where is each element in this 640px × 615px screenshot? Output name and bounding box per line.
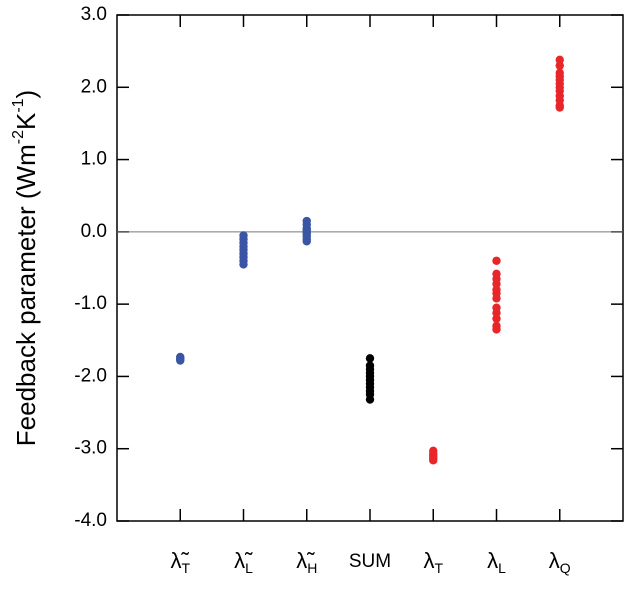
y-tick-label: 0.0	[81, 221, 107, 242]
dot	[176, 356, 185, 365]
dot	[492, 256, 501, 265]
x-tick-label: SUM	[349, 551, 391, 572]
x-label-symbol: λ	[423, 548, 434, 573]
x-label-symbol: λ	[487, 548, 498, 573]
y-label-sup: -2	[10, 130, 27, 144]
x-label-subscript: T	[434, 560, 443, 576]
dot	[492, 294, 501, 303]
x-label-symbol: SUM	[349, 551, 391, 572]
dot	[492, 325, 501, 334]
dot	[302, 237, 311, 246]
dot	[555, 55, 564, 65]
y-tick-label: 1.0	[81, 149, 107, 170]
y-axis-label: Feedback parameter (Wm-2K-1)	[10, 90, 41, 446]
dot	[492, 308, 501, 318]
dot	[555, 61, 564, 70]
x-label-subscript: Q	[560, 560, 571, 576]
dot	[239, 260, 248, 269]
plot-frame	[116, 14, 624, 522]
dot	[429, 456, 438, 465]
y-label-text: )	[11, 90, 41, 99]
y-tick-label: -2.0	[74, 365, 107, 386]
x-label-subscript: L	[498, 560, 506, 576]
y-tick-label: -1.0	[74, 293, 107, 314]
y-tick-label: -4.0	[74, 510, 107, 531]
x-tick-label: λ̃L	[234, 548, 253, 576]
dot	[365, 354, 375, 363]
dot	[555, 103, 564, 112]
y-tick-label: -3.0	[74, 438, 107, 459]
dot	[492, 314, 501, 323]
x-tick-label: λ̃T	[170, 548, 190, 576]
y-tick-label: 3.0	[81, 4, 107, 25]
x-tick-label: λT	[423, 548, 443, 576]
x-label-subscript: T	[181, 560, 190, 576]
dot	[492, 279, 501, 289]
dot	[365, 395, 375, 404]
x-label-symbol: λ	[549, 548, 560, 573]
x-tick-label: λL	[487, 548, 506, 576]
x-label-subscript: H	[307, 560, 317, 576]
x-label-subscript: L	[245, 560, 253, 576]
y-label-text: Feedback parameter (Wm	[11, 144, 41, 446]
y-tick-label: 2.0	[81, 76, 107, 97]
x-tick-label: λQ	[549, 548, 571, 576]
x-tick-label: λ̃H	[296, 548, 317, 576]
y-label-sup: -1	[10, 98, 27, 112]
y-label-text: K	[11, 112, 41, 130]
